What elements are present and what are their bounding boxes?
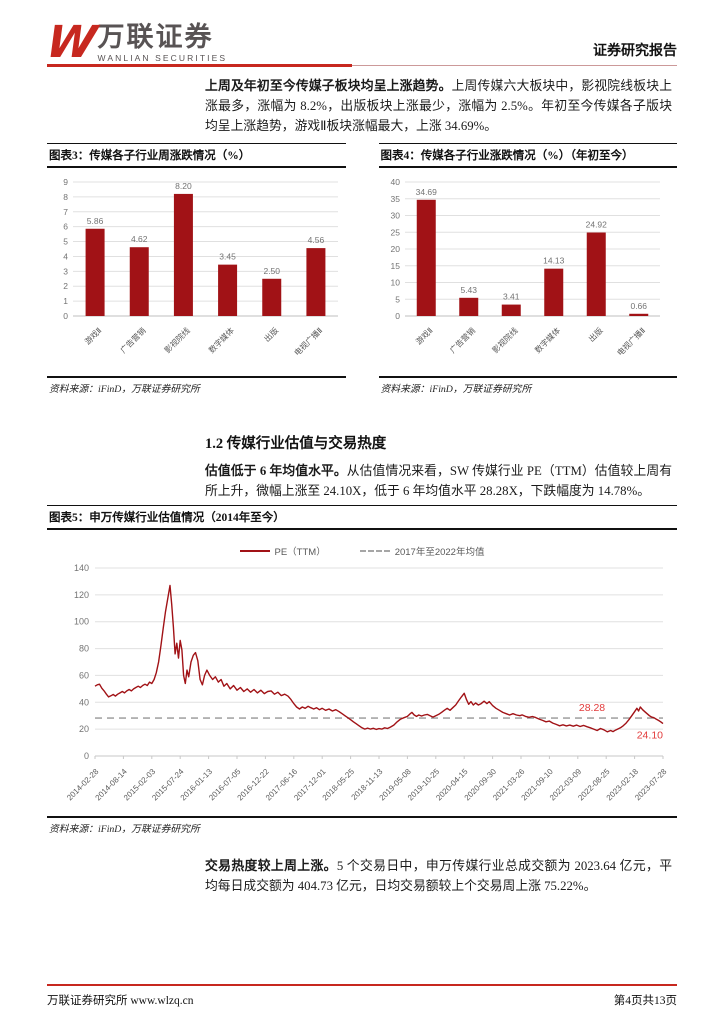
figure4-bar-chart: 0 5 10 15 20 25 30 35 40 34.69 游戏Ⅱ 5.43 广告营销 3.41 影视院线… bbox=[390, 177, 660, 358]
figure5-source: 资料来源：iFinD，万联证券研究所 bbox=[47, 816, 677, 835]
svg-text:24.92: 24.92 bbox=[585, 220, 607, 230]
svg-text:游戏Ⅱ: 游戏Ⅱ bbox=[413, 325, 434, 346]
figure5-title: 图表5：申万传媒行业估值情况（2014年至今） bbox=[47, 505, 677, 530]
svg-text:3.45: 3.45 bbox=[219, 252, 236, 262]
svg-text:出版: 出版 bbox=[586, 325, 604, 343]
svg-text:15: 15 bbox=[390, 261, 400, 271]
svg-text:数字媒体: 数字媒体 bbox=[206, 325, 236, 355]
svg-text:100: 100 bbox=[74, 617, 89, 627]
intro-paragraph: 上周及年初至今传媒子板块均呈上涨趋势。上周传媒六大板块中，影视院线板块上涨最多，… bbox=[205, 76, 672, 136]
figure4-block: 图表4：传媒各子行业涨跌情况（%）（年初至今） 0 5 10 15 20 25 30 35 40… bbox=[378, 143, 677, 395]
legend-solid-line-icon bbox=[239, 550, 270, 552]
svg-text:4.56: 4.56 bbox=[308, 235, 325, 245]
svg-text:24.10: 24.10 bbox=[637, 730, 663, 742]
valuation-lead: 估值低于 6 年均值水平。 bbox=[205, 464, 347, 478]
svg-text:6: 6 bbox=[63, 222, 68, 232]
trading-paragraph: 交易热度较上周上涨。5 个交易日中，申万传媒行业总成交额为 2023.64 亿元… bbox=[205, 856, 672, 896]
svg-text:2.50: 2.50 bbox=[263, 266, 280, 276]
svg-text:34.69: 34.69 bbox=[415, 187, 437, 197]
svg-text:5.86: 5.86 bbox=[87, 216, 104, 226]
header-rule bbox=[47, 64, 677, 67]
intro-text: 上周传媒六大板块中，影视院线板块上涨最多，涨幅为 8.2%，出版板块上涨最少，涨… bbox=[205, 79, 673, 133]
svg-text:8: 8 bbox=[63, 192, 68, 202]
legend-dashed-line-icon bbox=[359, 550, 390, 552]
page-footer: 万联证券研究所 www.wlzq.cn 第4页共13页 bbox=[47, 983, 677, 1009]
svg-text:电视广播Ⅱ: 电视广播Ⅱ bbox=[292, 325, 325, 358]
intro-lead: 上周及年初至今传媒子板块均呈上涨趋势。 bbox=[205, 79, 452, 93]
figure4-source: 资料来源：iFinD，万联证券研究所 bbox=[378, 376, 677, 395]
svg-text:5: 5 bbox=[63, 237, 68, 247]
svg-text:30: 30 bbox=[390, 211, 400, 221]
svg-text:数字媒体: 数字媒体 bbox=[532, 325, 562, 355]
svg-text:0: 0 bbox=[84, 751, 89, 761]
svg-text:40: 40 bbox=[79, 697, 89, 707]
figure3-bar-chart: 0 1 2 3 4 5 6 7 8 9 5.86 游戏Ⅱ 4.62 广告营销 8.20 影视院线 3.45 数字媒… bbox=[63, 177, 338, 358]
figure5-legend: PE（TTM） 2017年至2022年均值 bbox=[47, 544, 677, 558]
section-heading: 1.2 传媒行业估值与交易热度 bbox=[205, 436, 387, 452]
svg-text:广告营销: 广告营销 bbox=[447, 325, 477, 355]
svg-text:8.20: 8.20 bbox=[175, 181, 192, 191]
figure5-block: 图表5：申万传媒行业估值情况（2014年至今） PE（TTM） 2017年至20… bbox=[47, 505, 677, 835]
figure5-line-chart: 0204060801001201402014-02-282014-08-1420… bbox=[65, 563, 669, 802]
valuation-paragraph: 估值低于 6 年均值水平。从估值情况来看，SW 传媒行业 PE（TTM）估值较上… bbox=[205, 461, 672, 501]
logo-w-icon: W bbox=[42, 17, 97, 68]
legend-average: 2017年至2022年均值 bbox=[359, 544, 484, 558]
svg-text:9: 9 bbox=[63, 177, 68, 187]
trading-text: 5 个交易日中，申万传媒行业总成交额为 2023.64 亿元，平均每日成交额为 … bbox=[205, 859, 673, 893]
svg-text:电视广播Ⅱ: 电视广播Ⅱ bbox=[614, 325, 647, 358]
svg-text:80: 80 bbox=[79, 644, 89, 654]
report-type-label: 证券研究报告 bbox=[593, 44, 677, 59]
svg-text:120: 120 bbox=[74, 590, 89, 600]
svg-text:3: 3 bbox=[63, 266, 68, 276]
svg-text:28.28: 28.28 bbox=[579, 702, 605, 714]
svg-text:60: 60 bbox=[79, 670, 89, 680]
valuation-text: 从估值情况来看，SW 传媒行业 PE（TTM）估值较上周有所上升，微幅上涨至 2… bbox=[205, 464, 673, 498]
svg-text:140: 140 bbox=[74, 563, 89, 573]
svg-text:0: 0 bbox=[63, 311, 68, 321]
company-logo: W 万联证券 WANLIAN SECURITIES bbox=[42, 17, 228, 68]
svg-text:0.66: 0.66 bbox=[630, 301, 647, 311]
page-header: W 万联证券 WANLIAN SECURITIES 证券研究报告 bbox=[42, 16, 677, 68]
figure-row: 图表3：传媒各子行业周涨跌情况（%） 0 1 2 3 4 5 6 7 8 9 5.86 游戏Ⅱ 4.62… bbox=[47, 143, 677, 395]
svg-text:20: 20 bbox=[79, 724, 89, 734]
page-number: 第4页共13页 bbox=[613, 995, 677, 1007]
trading-lead: 交易热度较上周上涨。 bbox=[205, 859, 337, 873]
figure3-source: 资料来源：iFinD，万联证券研究所 bbox=[47, 376, 346, 395]
svg-text:7: 7 bbox=[63, 207, 68, 217]
brand-name-en: WANLIAN SECURITIES bbox=[97, 52, 228, 63]
svg-text:2: 2 bbox=[63, 281, 68, 291]
svg-text:4: 4 bbox=[63, 251, 68, 261]
svg-text:20: 20 bbox=[390, 244, 400, 254]
svg-text:广告营销: 广告营销 bbox=[118, 325, 148, 355]
svg-text:游戏Ⅱ: 游戏Ⅱ bbox=[82, 325, 103, 346]
svg-text:4.62: 4.62 bbox=[131, 234, 148, 244]
figure4-title: 图表4：传媒各子行业涨跌情况（%）（年初至今） bbox=[378, 143, 677, 168]
svg-text:3.41: 3.41 bbox=[502, 292, 519, 302]
footer-institute: 万联证券研究所 www.wlzq.cn bbox=[47, 995, 194, 1007]
svg-text:14.13: 14.13 bbox=[543, 256, 565, 266]
figure3-block: 图表3：传媒各子行业周涨跌情况（%） 0 1 2 3 4 5 6 7 8 9 5.86 游戏Ⅱ 4.62… bbox=[47, 143, 346, 395]
brand-name-cn: 万联证券 bbox=[97, 21, 214, 52]
svg-text:出版: 出版 bbox=[262, 325, 280, 343]
figure3-title: 图表3：传媒各子行业周涨跌情况（%） bbox=[47, 143, 346, 168]
legend-pe-ttm: PE（TTM） bbox=[239, 544, 326, 558]
svg-text:影视院线: 影视院线 bbox=[489, 325, 519, 355]
svg-text:10: 10 bbox=[390, 278, 400, 288]
footer-rule bbox=[47, 983, 677, 986]
svg-text:35: 35 bbox=[390, 194, 400, 204]
svg-text:0: 0 bbox=[395, 311, 400, 321]
svg-text:25: 25 bbox=[390, 227, 400, 237]
svg-text:40: 40 bbox=[390, 177, 400, 187]
svg-text:5: 5 bbox=[395, 294, 400, 304]
svg-text:5.43: 5.43 bbox=[460, 285, 477, 295]
svg-text:影视院线: 影视院线 bbox=[162, 325, 192, 355]
svg-text:1: 1 bbox=[63, 296, 68, 306]
